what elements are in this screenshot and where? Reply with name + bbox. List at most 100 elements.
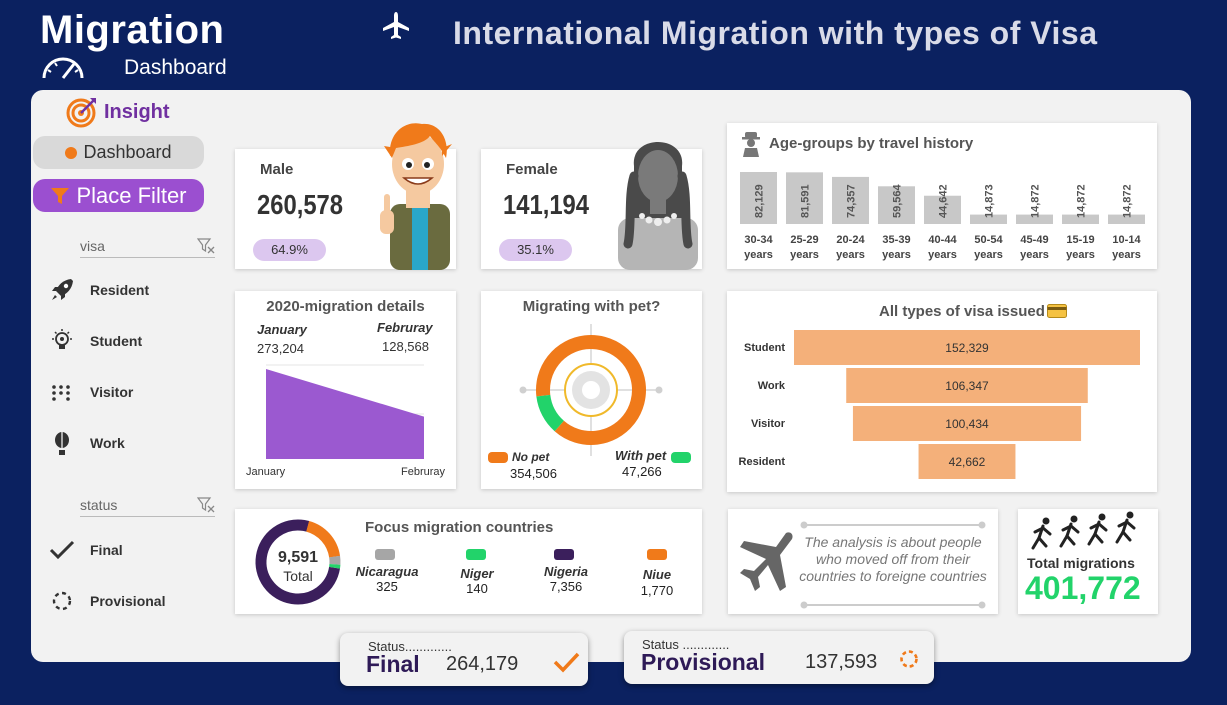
dashboard-button-label: Dashboard <box>83 142 172 162</box>
age-category-label: 20-24 <box>836 234 865 246</box>
dashboard-button[interactable]: Dashboard <box>33 136 204 169</box>
age-bar-value: 14,873 <box>984 184 996 218</box>
pet-card: Migrating with pet? No pet 354,506 With … <box>481 291 702 489</box>
status-slicer-header: status <box>80 497 215 517</box>
slicer-item-resident[interactable]: Resident <box>48 276 149 304</box>
female-label: Female <box>506 161 558 178</box>
dashboard-subtitle: Dashboard <box>124 56 227 79</box>
insight-label: Insight <box>104 100 170 123</box>
visa-bar-value: 152,329 <box>945 341 989 355</box>
age-bar <box>970 214 1007 224</box>
age-bar <box>740 172 777 224</box>
check-icon <box>48 536 76 564</box>
slicer-item-visitor[interactable]: Visitor <box>48 378 133 406</box>
age-bar-value: 82,129 <box>754 184 766 218</box>
place-filter-button[interactable]: Place Filter <box>33 179 204 212</box>
visa-category-label: Student <box>744 342 785 354</box>
age-category-label: 35-39 <box>882 234 910 246</box>
month2-label: Februray <box>377 320 433 335</box>
visa-slicer-header: visa <box>80 238 215 258</box>
age-category-label: years <box>1112 249 1141 261</box>
migration-details-card: 2020-migration details January 273,204 F… <box>235 291 456 489</box>
age-category-label: years <box>1020 249 1049 261</box>
note-text: The analysis is about people who moved o… <box>799 534 987 584</box>
check-icon <box>553 652 580 673</box>
age-bar <box>878 186 915 224</box>
nicaragua-value: 325 <box>376 579 398 594</box>
slicer-item-final[interactable]: Final <box>48 536 123 564</box>
age-bar-value: 14,872 <box>1076 184 1088 218</box>
nigeria-value: 7,356 <box>549 579 583 594</box>
visa-types-title: All types of visa issued <box>879 303 1045 320</box>
age-bar-value: 44,642 <box>938 184 950 218</box>
nigeria-label: Nigeria <box>543 564 589 579</box>
target-icon <box>66 98 96 128</box>
visa-bar-value: 106,347 <box>945 379 989 393</box>
status-final-pill: Status............. Final 264,179 <box>340 633 588 686</box>
airplane-icon <box>383 12 409 39</box>
month2-value: 128,568 <box>382 339 429 354</box>
lightbulb-icon <box>48 327 76 355</box>
niger-value: 140 <box>466 581 488 596</box>
running-people-icon <box>1031 511 1136 550</box>
pet-title: Migrating with pet? <box>522 298 661 315</box>
loading-icon <box>48 587 76 615</box>
visa-bar <box>918 444 1016 479</box>
with-pet-label: With pet <box>615 448 667 463</box>
slicer-item-label: Visitor <box>90 384 134 400</box>
area-series <box>266 369 424 459</box>
age-category-label: years <box>1066 249 1095 261</box>
clear-filter-icon[interactable] <box>197 238 215 254</box>
no-pet-value: 354,506 <box>510 466 557 481</box>
focus-slice-nigeria <box>255 519 341 605</box>
age-groups-chart: 82,129 30-34 years 81,591 25-29 years 74,357 20… <box>740 172 1145 261</box>
age-bar <box>1062 214 1099 224</box>
visa-slicer-title: visa <box>80 238 105 254</box>
age-category-label: years <box>744 249 773 261</box>
status-provisional-value: 137,593 <box>805 651 878 673</box>
status-provisional-pill: Status ............. Provisional 137,593 <box>624 631 934 684</box>
age-bar <box>1016 214 1053 224</box>
age-bar <box>832 176 869 224</box>
focus-slice-niger <box>255 519 341 605</box>
slicer-item-work[interactable]: Work <box>48 429 125 457</box>
age-category-label: years <box>928 249 957 261</box>
quote-lines <box>800 521 986 609</box>
age-bar-value: 14,872 <box>1030 184 1042 218</box>
month1-label: January <box>257 322 307 337</box>
status-final-label: Final <box>366 651 420 677</box>
focus-slice-nicaragua <box>255 519 341 605</box>
dots-icon <box>48 378 76 406</box>
pet-donut-chart <box>519 324 663 456</box>
age-category-label: 25-29 <box>790 234 818 246</box>
slicer-item-label: Final <box>90 542 123 558</box>
crosshair-dot <box>655 386 663 394</box>
slicer-item-student[interactable]: Student <box>48 327 142 355</box>
visa-bar-value: 42,662 <box>949 455 986 469</box>
age-bar <box>786 172 823 224</box>
nicaragua-label: Nicaragua <box>355 564 419 579</box>
visa-bar <box>846 368 1088 403</box>
nigeria-swatch <box>554 549 574 560</box>
app-title: Migration <box>40 8 225 52</box>
age-bar-value: 14,872 <box>1122 184 1134 218</box>
focus-total-label: Total <box>283 568 313 584</box>
age-groups-title: Age-groups by travel history <box>769 135 974 152</box>
slicer-item-label: Resident <box>90 282 150 298</box>
status-provisional-label: Provisional <box>641 649 765 675</box>
focus-slice-niue <box>255 519 341 605</box>
visa-funnel-chart: 152,329 Student 106,347 Work 100,434 Visitor 4… <box>739 330 1140 479</box>
status-provisional-small: Status ............. <box>642 637 730 652</box>
visa-category-label: Visitor <box>751 418 786 430</box>
male-label: Male <box>260 161 294 178</box>
speedometer-icon <box>42 57 84 79</box>
male-value: 260,578 <box>257 189 344 220</box>
slicer-item-provisional[interactable]: Provisional <box>48 587 165 615</box>
slicer-item-label: Work <box>90 435 125 451</box>
boy-illustration <box>380 123 452 270</box>
airplane-icon <box>740 532 793 591</box>
clear-filter-icon[interactable] <box>197 497 215 513</box>
place-filter-label: Place Filter <box>76 182 187 208</box>
dot-icon <box>65 146 78 159</box>
male-pct-badge: 64.9% <box>253 239 326 261</box>
